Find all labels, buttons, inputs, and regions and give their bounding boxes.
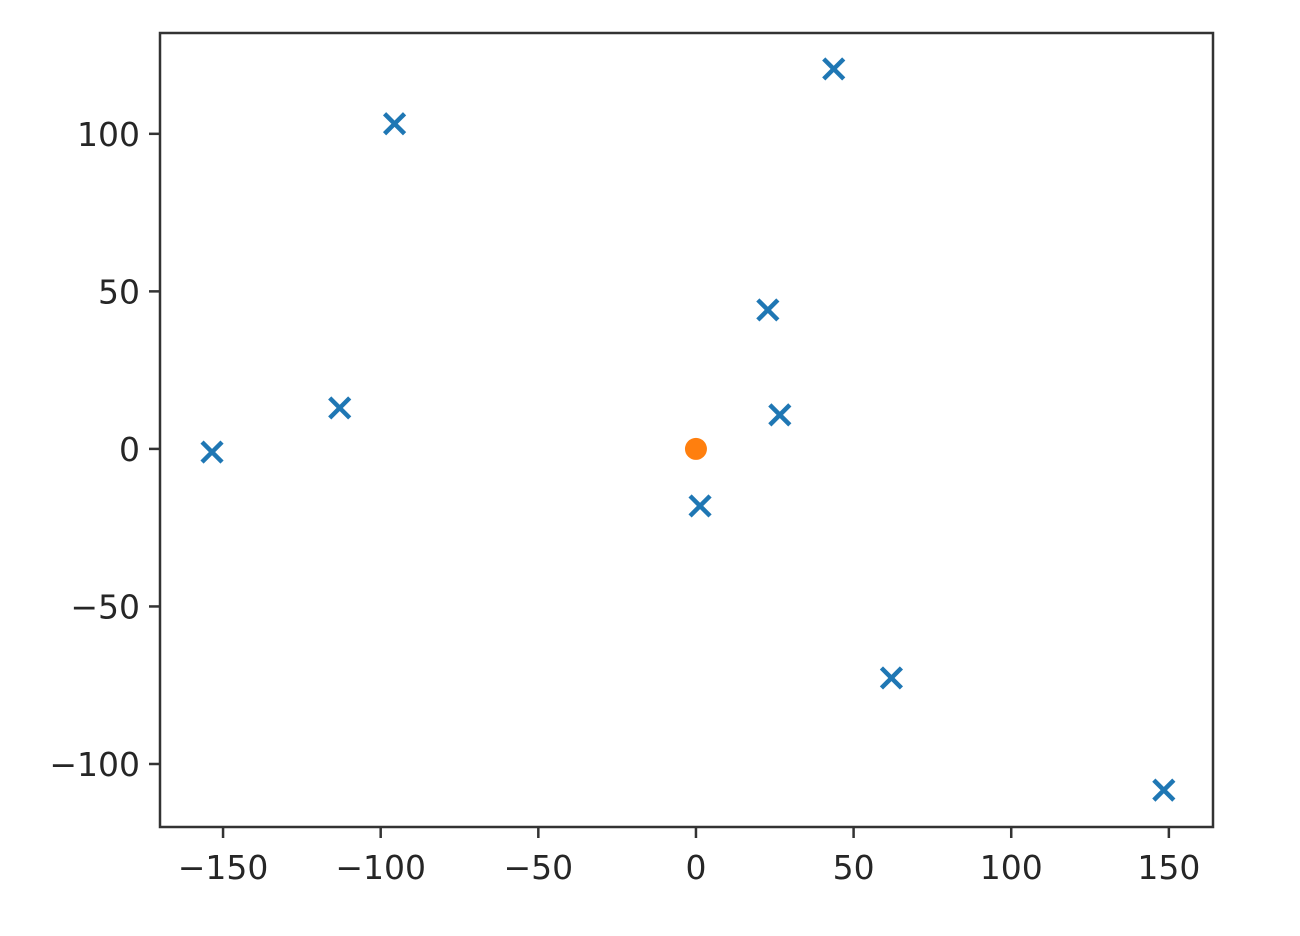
data-point-x [822,57,846,81]
x-tick-label: 0 [685,848,706,887]
x-tick-label: 150 [1137,848,1200,887]
axes: −150 −100 −50 0 50 100 150 −100 −50 0 50 100 [49,31,1215,887]
x-marker-stroke [382,112,407,136]
data-point-x [382,112,407,136]
data-point-x [879,666,904,690]
x-marker-stroke [328,396,352,420]
plot-marks [200,57,1176,802]
x-marker-stroke [756,298,780,322]
x-tick-label: −150 [178,848,269,887]
x-marker-stroke [822,57,846,81]
y-tick-label: −100 [49,745,140,784]
x-tick-label: 50 [833,848,875,887]
y-tick-label: 100 [77,115,140,154]
plot-frame [158,31,1215,829]
data-point-x [688,494,712,518]
x-tick-label: −100 [335,848,426,887]
data-point-x [328,396,352,420]
data-point-x [200,440,224,464]
y-tick-label: −50 [70,587,140,626]
x-marker-stroke [879,666,904,690]
data-point-x [756,298,780,322]
x-marker-stroke [200,440,224,464]
x-marker-stroke [1152,778,1176,802]
y-tick-label: 50 [98,272,140,311]
x-marker-stroke [688,494,712,518]
data-point-x [1152,778,1176,802]
x-tick-label: 100 [980,848,1043,887]
data-point-x [768,403,792,427]
x-tick-label: −50 [503,848,573,887]
data-point-circle [684,437,707,460]
y-tick-label: 0 [119,430,140,469]
x-marker-stroke [768,403,792,427]
